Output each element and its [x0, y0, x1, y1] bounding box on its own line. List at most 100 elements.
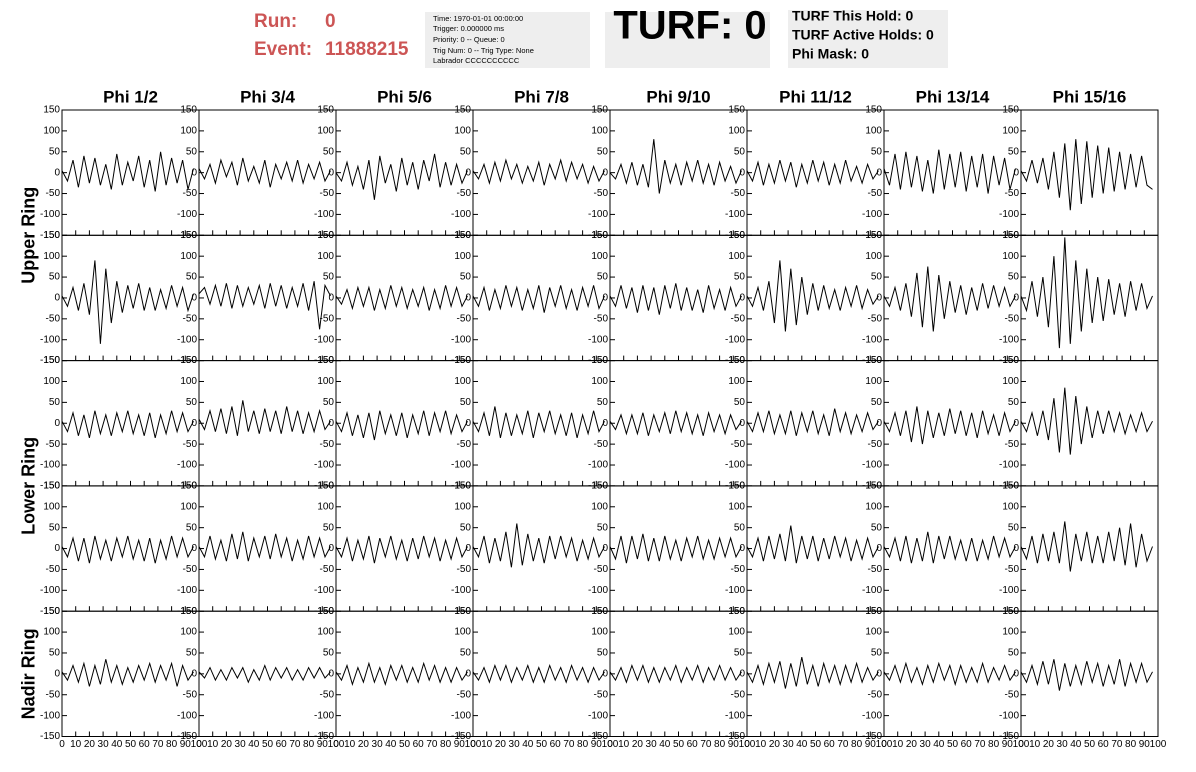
y-tick-label: 50 [186, 648, 198, 659]
waveform [746, 525, 879, 564]
y-tick-label: 100 [591, 376, 608, 387]
column-title: Phi 13/14 [916, 87, 990, 106]
y-tick-label: -100 [999, 710, 1019, 721]
info-line: Time: 1970-01-01 00:00:00 [433, 14, 523, 23]
y-tick-label: 150 [43, 105, 60, 116]
y-tick-label: 50 [871, 272, 883, 283]
x-tick-label: 20 [495, 739, 507, 750]
waveform [61, 410, 194, 439]
y-tick-label: -100 [40, 710, 60, 721]
turf-box [605, 12, 770, 68]
y-tick-label: 150 [454, 355, 471, 366]
y-tick-label: 100 [317, 251, 334, 262]
y-tick-label: 50 [460, 146, 472, 157]
x-tick-label: 50 [125, 739, 137, 750]
y-tick-label: -100 [725, 585, 745, 596]
y-tick-label: -50 [46, 439, 61, 450]
ring-label: Upper Ring [19, 187, 39, 284]
column-title: Phi 1/2 [103, 87, 158, 106]
y-tick-label: -100 [314, 334, 334, 345]
y-tick-label: 100 [865, 126, 882, 137]
y-tick-label: 0 [191, 167, 197, 178]
y-tick-label: -100 [862, 334, 882, 345]
y-tick-label: -50 [46, 313, 61, 324]
y-tick-label: 50 [49, 648, 61, 659]
x-tick-label: 60 [550, 739, 562, 750]
y-tick-label: 50 [734, 522, 746, 533]
x-tick-label: 30 [372, 739, 384, 750]
y-tick-label: 150 [728, 606, 745, 617]
y-tick-label: -50 [868, 313, 883, 324]
turf-info: Phi Mask: 0 [792, 46, 869, 62]
y-tick-label: -150 [588, 731, 608, 742]
y-tick-label: 0 [465, 167, 471, 178]
x-tick-label: 20 [632, 739, 644, 750]
y-tick-label: 150 [317, 481, 334, 492]
y-tick-label: 150 [180, 355, 197, 366]
run-label: Run: [254, 11, 297, 32]
y-tick-label: -100 [588, 334, 608, 345]
column-title: Phi 9/10 [646, 87, 710, 106]
y-tick-label: 150 [180, 606, 197, 617]
x-tick-label: 30 [920, 739, 932, 750]
y-tick-label: -50 [731, 439, 746, 450]
x-tick-label: 70 [1111, 739, 1123, 750]
x-tick-label: 50 [810, 739, 822, 750]
y-tick-label: -100 [451, 209, 471, 220]
waveform [61, 151, 194, 192]
waveform [609, 139, 742, 194]
x-tick-label: 0 [607, 739, 613, 750]
y-tick-label: 0 [602, 293, 608, 304]
y-tick-label: 0 [191, 543, 197, 554]
x-tick-label: 40 [111, 739, 123, 750]
y-tick-label: 50 [597, 397, 609, 408]
x-tick-label: 10 [618, 739, 630, 750]
x-tick-label: 0 [196, 739, 202, 750]
y-tick-label: 0 [739, 293, 745, 304]
y-tick-label: -50 [1005, 439, 1020, 450]
y-tick-label: 150 [865, 230, 882, 241]
y-tick-label: 0 [602, 167, 608, 178]
y-tick-label: 150 [317, 606, 334, 617]
x-tick-label: 10 [70, 739, 82, 750]
y-tick-label: 100 [865, 501, 882, 512]
y-tick-label: 50 [871, 522, 883, 533]
x-tick-label: 70 [289, 739, 301, 750]
x-tick-label: 60 [413, 739, 425, 750]
y-tick-label: -50 [457, 689, 472, 700]
y-tick-label: 50 [323, 397, 335, 408]
waveform [609, 663, 742, 684]
y-tick-label: 50 [871, 146, 883, 157]
turf-info: TURF This Hold: 0 [792, 8, 914, 24]
x-tick-label: 100 [1150, 739, 1167, 750]
y-tick-label: 0 [739, 418, 745, 429]
waveform [472, 158, 605, 186]
y-tick-label: 100 [865, 376, 882, 387]
y-tick-label: 0 [876, 293, 882, 304]
y-tick-label: -100 [588, 209, 608, 220]
y-tick-label: -50 [457, 439, 472, 450]
y-tick-label: -150 [40, 606, 60, 617]
y-tick-label: 50 [49, 397, 61, 408]
waveform [883, 149, 1016, 194]
y-tick-label: 50 [597, 522, 609, 533]
x-tick-label: 20 [221, 739, 233, 750]
y-tick-label: 100 [317, 126, 334, 137]
y-tick-label: 0 [54, 293, 60, 304]
y-tick-label: 100 [317, 376, 334, 387]
y-tick-label: 0 [876, 167, 882, 178]
y-tick-label: 50 [186, 146, 198, 157]
y-tick-label: -50 [320, 313, 335, 324]
y-tick-label: -50 [1005, 689, 1020, 700]
y-tick-label: 150 [454, 481, 471, 492]
y-tick-label: 50 [734, 146, 746, 157]
y-tick-label: 0 [328, 668, 334, 679]
y-tick-label: 100 [1002, 627, 1019, 638]
x-tick-label: 60 [961, 739, 973, 750]
y-tick-label: 0 [328, 167, 334, 178]
y-tick-label: -100 [725, 334, 745, 345]
x-tick-label: 80 [1125, 739, 1137, 750]
y-tick-label: -100 [177, 209, 197, 220]
turf-info-box [788, 10, 948, 68]
y-tick-label: 150 [1002, 105, 1019, 116]
